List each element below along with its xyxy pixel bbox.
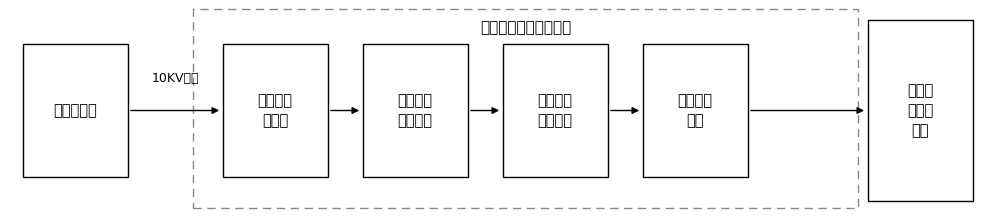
Bar xyxy=(22,44,128,177)
Text: 差分放大
调理电路: 差分放大 调理电路 xyxy=(398,93,432,128)
Bar xyxy=(868,20,972,201)
Text: 运放调理
电路: 运放调理 电路 xyxy=(678,93,712,128)
Text: 数字信
号处理
芯片: 数字信 号处理 芯片 xyxy=(907,83,933,138)
Bar xyxy=(362,44,468,177)
Bar xyxy=(223,44,328,177)
Text: 10KV输出: 10KV输出 xyxy=(151,72,199,85)
Bar xyxy=(503,44,608,177)
Text: 高压变频器: 高压变频器 xyxy=(53,103,97,118)
Text: 电阵分压
采电路: 电阵分压 采电路 xyxy=(258,93,292,128)
Text: 光耦隔离
采样电路: 光耦隔离 采样电路 xyxy=(538,93,572,128)
Bar xyxy=(642,44,748,177)
Bar xyxy=(193,9,858,208)
Text: 输出电压隔离采样电路: 输出电压隔离采样电路 xyxy=(480,20,571,35)
